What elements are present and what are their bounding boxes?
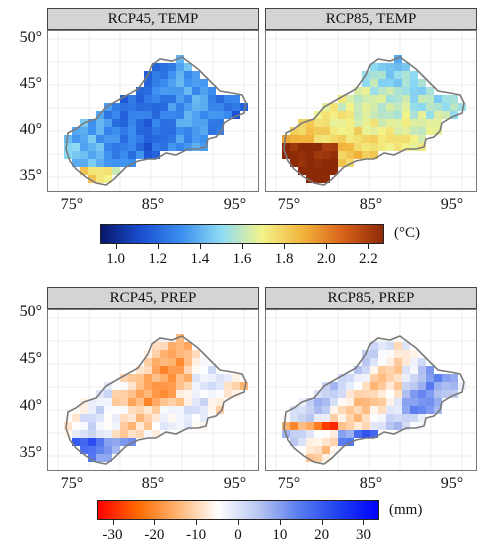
- temp-unit-label: (°C): [394, 225, 420, 241]
- colorbar-tick-label: 1.6: [232, 251, 252, 267]
- region-boundary: [65, 56, 247, 186]
- colorbar-tick: [154, 520, 156, 525]
- lon-tick: 95°: [440, 475, 464, 492]
- colorbar-tick: [326, 244, 328, 249]
- panel-title: RCP85, PREP: [327, 290, 415, 306]
- panel-strip-rcp45-temp: RCP45, TEMP: [47, 8, 259, 30]
- prep-unit-label: (mm): [389, 502, 423, 518]
- colorbar-tick: [199, 244, 201, 249]
- colorbar-tick-label: 30: [355, 527, 371, 543]
- colorbar-tick-label: 0: [234, 527, 242, 543]
- colorbar-tick-label: -30: [102, 527, 123, 543]
- lon-tick: 75°: [60, 475, 84, 492]
- lat-tick: 45°: [19, 75, 42, 92]
- colorbar-tick: [321, 520, 323, 525]
- colorbar-tick: [112, 520, 114, 525]
- lon-tick: 95°: [223, 475, 247, 492]
- lon-tick: 75°: [60, 196, 84, 213]
- colorbar-tick: [279, 520, 281, 525]
- panel-title: RCP45, TEMP: [107, 11, 199, 27]
- map-panel-rcp45-prep: [47, 309, 259, 471]
- map-panel-rcp85-temp: [265, 30, 477, 192]
- lon-tick: 95°: [223, 196, 247, 213]
- colorbar-tick-label: 1.4: [190, 251, 210, 267]
- region-boundary: [283, 335, 465, 465]
- lat-tick: 35°: [19, 167, 42, 184]
- colorbar-tick-label: 2.2: [359, 251, 378, 267]
- raster-cells: [282, 55, 466, 183]
- lat-tick: 50°: [19, 303, 42, 320]
- colorbar-tick-label: -20: [144, 527, 165, 543]
- colorbar-tick: [363, 520, 365, 525]
- lat-tick: 45°: [19, 350, 42, 367]
- lat-tick: 35°: [19, 444, 42, 461]
- lon-tick: 85°: [141, 475, 165, 492]
- colorbar-tick-label: -10: [186, 527, 207, 543]
- raster-cells: [64, 55, 248, 183]
- lon-tick: 75°: [277, 196, 301, 213]
- lon-tick: 95°: [440, 196, 464, 213]
- raster-cells: [64, 334, 248, 462]
- colorbar-tick: [196, 520, 198, 525]
- colorbar-tick-label: 20: [314, 527, 330, 543]
- lon-tick: 85°: [359, 196, 383, 213]
- panel-strip-rcp45-prep: RCP45, PREP: [47, 287, 259, 309]
- lon-tick: 85°: [359, 475, 383, 492]
- colorbar-tick-label: 1.2: [148, 251, 168, 267]
- prep-colorbar: [97, 500, 379, 520]
- colorbar-tick: [238, 520, 239, 525]
- map-panel-rcp85-prep: [265, 309, 477, 471]
- map-raster: [266, 31, 476, 191]
- temp-colorbar: [100, 224, 384, 244]
- lat-tick: 40°: [19, 121, 42, 138]
- map-panel-rcp45-temp: [47, 30, 259, 192]
- panel-strip-rcp85-prep: RCP85, PREP: [265, 287, 477, 309]
- lon-tick: 85°: [141, 196, 165, 213]
- map-raster: [48, 310, 258, 470]
- region-boundary: [283, 56, 465, 186]
- colorbar-tick: [284, 244, 286, 249]
- raster-cells: [282, 334, 466, 462]
- colorbar-tick: [242, 244, 243, 249]
- panel-title: RCP85, TEMP: [325, 11, 417, 27]
- colorbar-tick: [115, 244, 117, 249]
- panel-strip-rcp85-temp: RCP85, TEMP: [265, 8, 477, 30]
- region-boundary: [65, 335, 247, 465]
- colorbar-tick-label: 1.8: [274, 251, 294, 267]
- colorbar-tick: [157, 244, 159, 249]
- colorbar-tick-label: 1.0: [106, 251, 125, 267]
- colorbar-tick: [368, 244, 370, 249]
- colorbar-tick-label: 10: [272, 527, 288, 543]
- map-raster: [266, 310, 476, 470]
- map-raster: [48, 31, 258, 191]
- lon-tick: 75°: [277, 475, 301, 492]
- lat-tick: 50°: [19, 29, 42, 46]
- panel-title: RCP45, PREP: [109, 290, 197, 306]
- colorbar-tick-label: 2.0: [316, 251, 336, 267]
- lat-tick: 40°: [19, 397, 42, 414]
